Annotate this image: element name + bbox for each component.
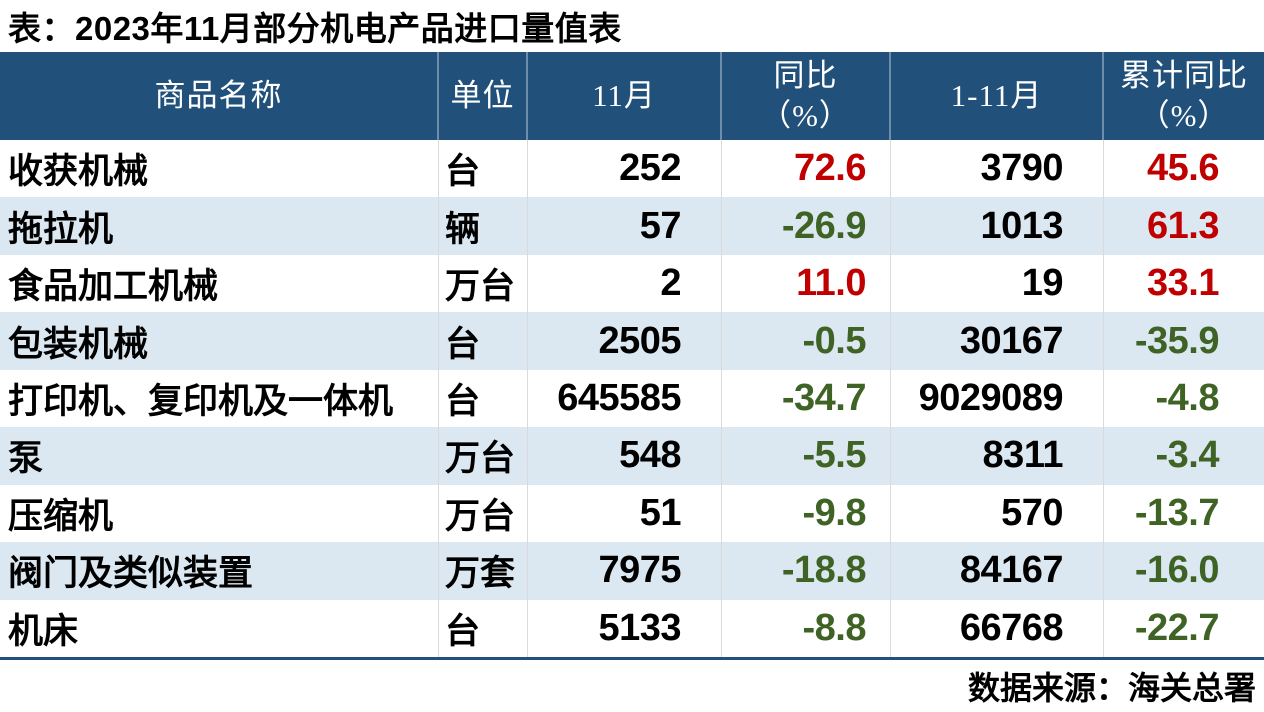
cell-jan-to-nov-value: 9029089	[891, 369, 1104, 428]
cell-unit: 台	[439, 312, 528, 370]
cell-product-name: 拖拉机	[0, 197, 439, 255]
cell-product-name: 食品加工机械	[0, 254, 439, 313]
cell-unit: 万套	[439, 542, 528, 600]
col-header-unit: 单位	[439, 52, 528, 140]
cell-november-value: 5133	[528, 599, 722, 657]
cell-unit: 万台	[439, 254, 528, 313]
table-row: 包装机械 台 2505 -0.5 30167 -35.9	[0, 312, 1264, 370]
cell-november-value: 548	[528, 427, 722, 485]
cell-november-value: 645585	[528, 369, 722, 428]
cell-jan-to-nov-value: 3790	[891, 140, 1104, 198]
cell-november-value: 51	[528, 484, 722, 543]
cell-yoy-percent: -5.5	[722, 427, 891, 485]
cell-jan-to-nov-value: 84167	[891, 542, 1104, 600]
cell-cumulative-yoy-percent: 61.3	[1147, 204, 1219, 247]
cell-product-name: 收获机械	[0, 140, 439, 198]
col-header-product-name: 商品名称	[0, 52, 439, 140]
cell-cumulative-yoy-percent: -22.7	[1134, 606, 1220, 649]
cell-november-value: 2505	[528, 312, 722, 370]
cell-yoy-percent: -18.8	[722, 542, 891, 600]
table-row: 压缩机 万台 51 -9.8 570 -13.7	[0, 484, 1264, 543]
cell-cumulative-yoy-percent: 45.6	[1147, 147, 1219, 190]
cell-yoy-percent: -0.5	[722, 312, 891, 370]
cell-november-value: 7975	[528, 542, 722, 600]
table-row: 收获机械 台 252 72.6 3790 45.6	[0, 140, 1264, 198]
cell-cumulative-yoy-percent: -4.8	[1155, 376, 1220, 419]
cell-unit: 台	[439, 369, 528, 428]
cell-product-name: 机床	[0, 599, 439, 657]
cell-jan-to-nov-value: 1013	[891, 197, 1104, 255]
cell-yoy-percent: -8.8	[722, 599, 891, 657]
table-row: 阀门及类似装置 万套 7975 -18.8 84167 -16.0	[0, 542, 1264, 600]
table-row: 打印机、复印机及一体机 台 645585 -34.7 9029089 -4.8	[0, 369, 1264, 428]
cell-cumulative-yoy-percent: -13.7	[1134, 491, 1220, 534]
cell-cumulative-yoy-percent: -3.4	[1155, 434, 1220, 477]
cell-yoy-percent: -9.8	[722, 484, 891, 543]
col-header-cumulative-yoy: 累计同比 （%）	[1120, 57, 1248, 133]
cell-november-value: 252	[528, 140, 722, 198]
cell-jan-to-nov-value: 570	[891, 484, 1104, 543]
cell-yoy-percent: -26.9	[722, 197, 891, 255]
cell-november-value: 57	[528, 197, 722, 255]
table-row: 泵 万台 548 -5.5 8311 -3.4	[0, 427, 1264, 485]
cell-product-name: 打印机、复印机及一体机	[0, 369, 439, 428]
cell-november-value: 2	[528, 254, 722, 313]
cell-jan-to-nov-value: 19	[891, 254, 1104, 313]
col-header-november: 11月	[528, 52, 722, 140]
page-title: 表：2023年11月部分机电产品进口量值表	[8, 10, 622, 47]
cell-jan-to-nov-value: 30167	[891, 312, 1104, 370]
col-header-yoy-percent: 同比 （%）	[722, 52, 891, 140]
cell-unit: 万台	[439, 427, 528, 485]
cell-product-name: 泵	[0, 427, 439, 485]
cell-product-name: 包装机械	[0, 312, 439, 370]
col-header-jan-to-nov: 1-11月	[891, 52, 1104, 140]
cell-product-name: 压缩机	[0, 484, 439, 543]
cell-yoy-percent: 72.6	[722, 140, 891, 198]
table-row: 机床 台 5133 -8.8 66768 -22.7	[0, 599, 1264, 657]
cell-cumulative-yoy-percent: 33.1	[1147, 262, 1219, 305]
cell-cumulative-yoy-percent: -35.9	[1134, 319, 1220, 362]
data-source-note: 数据来源：海关总署	[967, 670, 1256, 706]
cell-unit: 台	[439, 599, 528, 657]
table-body: 收获机械 台 252 72.6 3790 45.6 拖拉机 辆 57 -26.9…	[0, 140, 1264, 657]
cell-unit: 辆	[439, 197, 528, 255]
cell-unit: 台	[439, 140, 528, 198]
table-row: 拖拉机 辆 57 -26.9 1013 61.3	[0, 197, 1264, 255]
cell-yoy-percent: -34.7	[722, 369, 891, 428]
table-row: 食品加工机械 万台 2 11.0 19 33.1	[0, 254, 1264, 313]
table-header-row: 商品名称 单位 11月 同比 （%） 1-11月 累计同比 （%）	[0, 52, 1264, 140]
cell-product-name: 阀门及类似装置	[0, 542, 439, 600]
cell-cumulative-yoy-percent: -16.0	[1134, 549, 1220, 592]
cell-jan-to-nov-value: 66768	[891, 599, 1104, 657]
cell-jan-to-nov-value: 8311	[891, 427, 1104, 485]
cell-yoy-percent: 11.0	[722, 254, 891, 313]
bottom-rule	[0, 657, 1264, 660]
cell-unit: 万台	[439, 484, 528, 543]
